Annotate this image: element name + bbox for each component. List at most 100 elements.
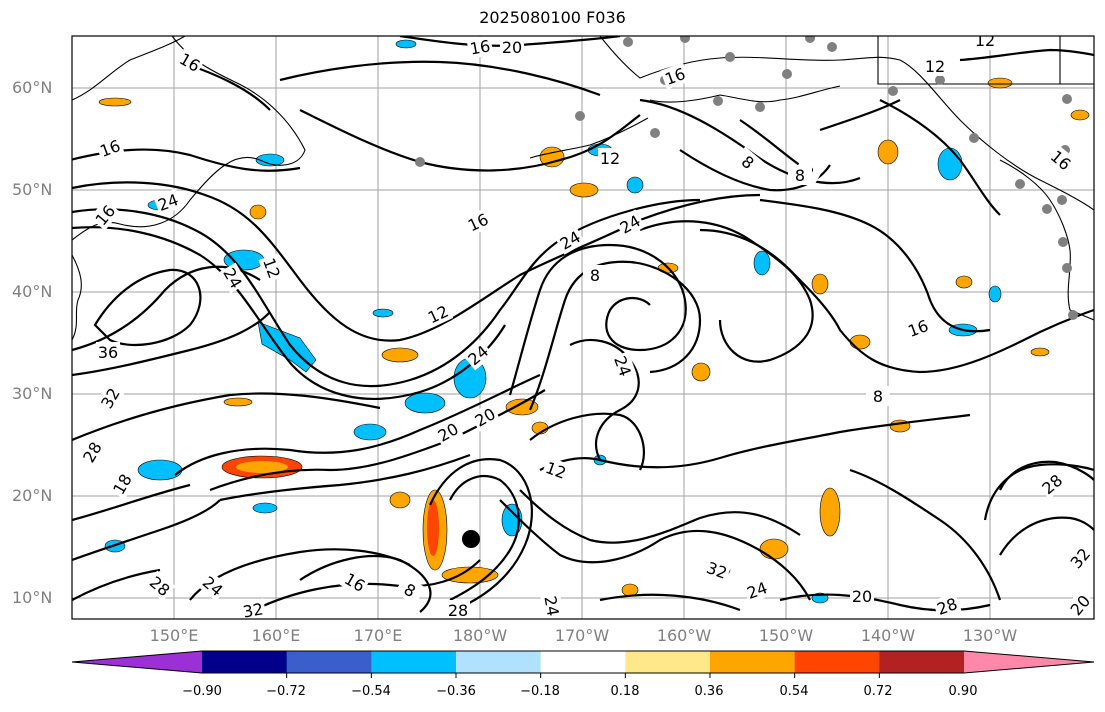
- station-dot: [935, 75, 945, 85]
- station-dot: [725, 52, 735, 62]
- contour-line: [428, 458, 533, 614]
- colorbar-tick-label: 0.36: [694, 684, 724, 699]
- station-dot: [755, 102, 765, 112]
- contour-label-background: [702, 556, 732, 584]
- shade-patch: [621, 583, 639, 597]
- colorbar-segment: [371, 651, 457, 673]
- lon-label-140w: 140°W: [860, 626, 916, 645]
- shade-patch: [987, 77, 1013, 89]
- station-dot: [969, 133, 979, 143]
- contour-label-background: [598, 148, 622, 168]
- colorbar-tick-label: 0.90: [948, 684, 978, 699]
- shade-patch: [1030, 347, 1050, 357]
- colorbar-segment: [286, 651, 372, 673]
- shade-patch: [849, 334, 871, 350]
- shade-patch: [988, 285, 1002, 303]
- contour-label-background: [1064, 542, 1094, 574]
- contour-label-background: [1064, 589, 1094, 619]
- colorbar-tick-label: −0.18: [520, 684, 560, 699]
- contour-line: [849, 468, 1002, 601]
- contour-label-background: [96, 342, 120, 362]
- contour-label-background: [609, 351, 637, 381]
- colorbar-segment: [456, 651, 542, 673]
- lon-label-170w: 170°W: [554, 626, 610, 645]
- shade-patch: [353, 423, 387, 441]
- lon-label-160e: 160°E: [251, 626, 301, 645]
- contour-label-background: [1036, 468, 1068, 500]
- contour-label-background: [500, 37, 524, 57]
- contour-label-background: [850, 586, 874, 606]
- contour-line: [528, 260, 702, 411]
- contour-label-background: [89, 199, 121, 231]
- station-dot: [415, 157, 425, 167]
- lon-label-150w: 150°W: [758, 626, 814, 645]
- station-dot: [827, 42, 837, 52]
- shade-patch: [427, 500, 439, 556]
- contour-label-background: [923, 56, 947, 76]
- contour-label-background: [339, 567, 371, 597]
- contour-line: [279, 60, 601, 97]
- shade-patch: [877, 139, 899, 165]
- colorbar-segment: [710, 651, 796, 673]
- bristol-coast: [649, 85, 841, 103]
- canada-coast: [999, 159, 1094, 321]
- contour-label-background: [903, 314, 933, 342]
- shade-patch: [1070, 109, 1090, 121]
- contour-line: [499, 499, 811, 601]
- station-dot: [782, 69, 792, 79]
- contour-label-background: [466, 36, 494, 59]
- contour-line: [209, 389, 546, 492]
- contour-line: [72, 499, 221, 562]
- contour-label-background: [218, 262, 248, 294]
- contour-line: [699, 228, 1094, 374]
- station-markers: [415, 36, 1078, 320]
- lon-label-170e: 170°E: [353, 626, 403, 645]
- contour-label-background: [394, 575, 426, 605]
- storm-center-marker: [462, 530, 480, 548]
- colorbar-tick-label: 0.54: [779, 684, 809, 699]
- contour-label: 8: [795, 166, 805, 185]
- shade-patch: [569, 182, 599, 198]
- contour-label: 12: [925, 57, 945, 76]
- station-dot: [1062, 263, 1072, 273]
- lat-label-50n: 50°N: [12, 180, 53, 199]
- lon-label-160w: 160°W: [656, 626, 712, 645]
- shade-patch: [819, 487, 841, 537]
- contour-label-background: [197, 570, 229, 602]
- contour-label-background: [95, 382, 125, 414]
- contour-label-background: [732, 146, 764, 178]
- contour-line: [539, 413, 971, 471]
- contour-label-background: [174, 47, 206, 77]
- colorbar-segment: [625, 651, 711, 673]
- contour-line: [299, 554, 432, 613]
- lat-label-20n: 20°N: [12, 486, 53, 505]
- contour-label-background: [540, 592, 564, 619]
- colorbar-tick-label: 0.72: [863, 684, 893, 699]
- contour-label-background: [422, 299, 454, 329]
- station-dot: [888, 86, 898, 96]
- contour-label-background: [614, 209, 646, 239]
- contour-line: [299, 109, 641, 172]
- contour-label-background: [469, 402, 501, 432]
- contour-line: [72, 483, 191, 522]
- shade-patch: [249, 204, 267, 220]
- contour-label: 32: [241, 599, 264, 621]
- station-dot: [1042, 204, 1052, 214]
- contour-line: [879, 99, 1001, 216]
- contour-label-background: [239, 598, 267, 619]
- station-dot: [713, 96, 723, 106]
- contour-line: [72, 568, 161, 601]
- map-background: [72, 36, 1094, 619]
- contour-label-background: [1045, 144, 1077, 176]
- station-dot: [575, 111, 585, 121]
- contour-label-background: [583, 265, 607, 285]
- contour-label-background: [153, 188, 183, 216]
- contour-label: 28: [448, 601, 468, 620]
- contour-label-background: [742, 576, 772, 604]
- contour-line: [174, 373, 541, 476]
- contour-label: 24: [540, 594, 562, 617]
- station-dot: [1068, 310, 1078, 320]
- shade-patch: [811, 273, 829, 295]
- contour-label-background: [446, 600, 470, 619]
